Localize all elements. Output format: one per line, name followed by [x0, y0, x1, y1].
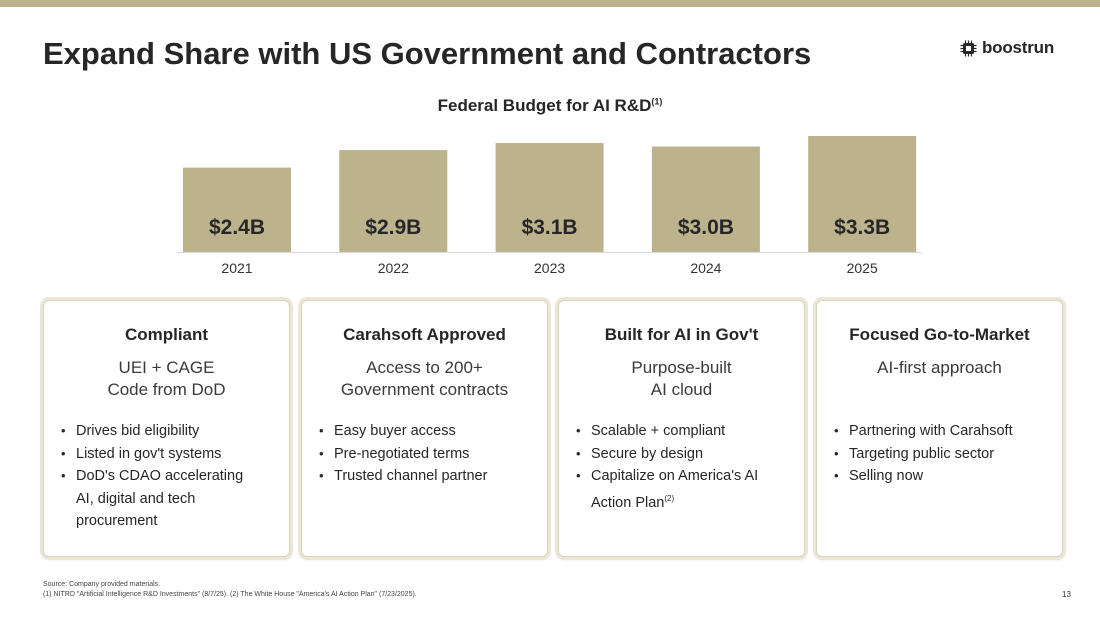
x-tick-label: 2023 [534, 260, 565, 276]
bar-2024 [651, 146, 760, 252]
bar-2022 [339, 150, 448, 252]
card-bullets: Scalable + compliant Secure by design Ca… [559, 420, 804, 514]
x-tick-label: 2024 [690, 260, 721, 276]
x-tick-label: 2022 [378, 260, 409, 276]
card-title: Focused Go-to-Market [849, 325, 1030, 344]
bar-2021 [183, 167, 291, 252]
bar-value-label: $3.3B [834, 216, 890, 239]
logo-text: boostrun [982, 38, 1055, 57]
bar-value-label: $2.4B [209, 216, 265, 239]
list-item: Selling now [834, 465, 1052, 488]
list-item: Targeting public sector [834, 443, 1052, 466]
card-title: Carahsoft Approved [343, 325, 506, 344]
list-item: Pre-negotiated terms [319, 443, 537, 466]
card-bullets: Partnering with Carahsoft Targeting publ… [817, 420, 1062, 488]
card-focused-go-to-market: Focused Go-to-Market AI-first approach P… [816, 300, 1063, 557]
list-item: Easy buyer access [319, 420, 537, 443]
page-number: 13 [1062, 590, 1071, 599]
bar-2023 [495, 143, 604, 252]
card-subtitle: Purpose-built AI cloud [631, 358, 732, 399]
card-bullets: Drives bid eligibility Listed in gov't s… [44, 420, 289, 533]
card-carahsoft-approved: Carahsoft Approved Access to 200+ Governm… [301, 300, 548, 557]
card-title: Built for AI in Gov't [604, 325, 759, 344]
list-item: Scalable + compliant [576, 420, 794, 443]
source-note: Source: Company provided materials. [43, 581, 161, 588]
list-item: Capitalize on America's AI Action Plan(2… [576, 465, 794, 514]
chart-title-footnote: (1) [651, 96, 663, 107]
list-item: Listed in gov't systems [61, 443, 279, 466]
list-item: Partnering with Carahsoft [834, 420, 1052, 443]
bar-value-label: $3.1B [522, 216, 578, 239]
card-built-for-ai: Built for AI in Gov't Purpose-built AI cl… [558, 300, 805, 557]
footnote-marker: (2) [664, 493, 675, 503]
card-title: Compliant [124, 325, 209, 344]
federal-budget-chart: Federal Budget for AI R&D(1) $2.4B 2021 $2… [0, 0, 1100, 290]
list-item: Trusted channel partner [319, 465, 537, 488]
card-bullets: Easy buyer access Pre-negotiated terms T… [302, 420, 547, 488]
bar-2025 [808, 136, 917, 252]
bar-value-label: $3.0B [678, 216, 734, 239]
footnote-references: (1) NITRD "Artificial Intelligence R&D I… [43, 591, 417, 598]
list-item: DoD's CDAO accelerating AI, digital and … [61, 465, 279, 533]
card-subtitle: UEI + CAGE Code from DoD [107, 358, 226, 399]
chip-icon [960, 40, 977, 56]
page-title: Expand Share with US Government and Cont… [43, 36, 812, 71]
chart-title: Federal Budget for AI R&D(1) [437, 96, 663, 115]
list-item: Secure by design [576, 443, 794, 466]
x-tick-label: 2021 [221, 260, 252, 276]
x-tick-label: 2025 [847, 260, 878, 276]
bar-value-label: $2.9B [365, 216, 421, 239]
card-subtitle: AI-first approach [877, 358, 1002, 377]
bar-chart-svg: $2.4B 2021 $2.9B 2022 $3.1B 2023 $3.0B 2024 $3.3… [177, 136, 923, 276]
list-item: Drives bid eligibility [61, 420, 279, 443]
top-accent-bar [0, 0, 1100, 7]
card-subtitle: Access to 200+ Government contracts [340, 358, 509, 399]
company-logo: boostrun [960, 38, 1054, 58]
